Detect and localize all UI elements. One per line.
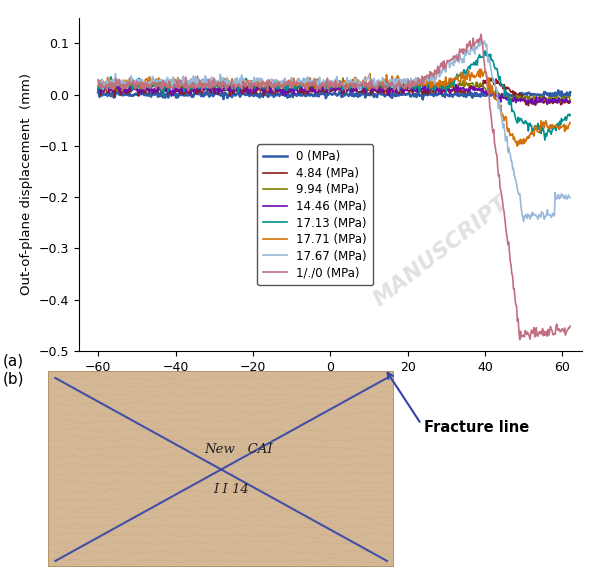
1/./0 (MPa)	[308, 81, 315, 88]
17.67 (MPa)	[216, 78, 223, 85]
17.71 (MPa)	[216, 81, 223, 88]
17.71 (MPa)	[450, 76, 457, 83]
9.94 (MPa)	[410, 83, 418, 90]
9.94 (MPa)	[178, 83, 185, 90]
14.46 (MPa)	[197, 79, 204, 86]
17.13 (MPa)	[567, 112, 574, 119]
1/./0 (MPa)	[567, 323, 574, 330]
4.84 (MPa)	[488, 74, 496, 81]
Text: (a): (a)	[3, 354, 24, 369]
Line: 1/./0 (MPa): 1/./0 (MPa)	[98, 35, 570, 340]
Line: 17.71 (MPa): 17.71 (MPa)	[98, 69, 570, 146]
1/./0 (MPa)	[450, 53, 457, 60]
1/./0 (MPa)	[216, 80, 223, 87]
9.94 (MPa)	[567, 98, 574, 105]
Line: 17.67 (MPa): 17.67 (MPa)	[98, 41, 570, 221]
1/./0 (MPa)	[178, 81, 185, 88]
0 (MPa)	[451, 90, 459, 97]
X-axis label: X (mm): X (mm)	[304, 379, 356, 393]
0 (MPa)	[308, 91, 315, 98]
9.94 (MPa)	[373, 83, 381, 90]
1/./0 (MPa)	[478, 31, 485, 38]
17.71 (MPa)	[478, 66, 485, 73]
14.46 (MPa)	[309, 85, 316, 92]
17.71 (MPa)	[95, 82, 102, 89]
14.46 (MPa)	[373, 85, 381, 92]
Text: (b): (b)	[3, 371, 24, 387]
14.46 (MPa)	[530, 101, 538, 108]
Line: 0 (MPa): 0 (MPa)	[98, 90, 570, 99]
1/./0 (MPa)	[410, 83, 417, 90]
0 (MPa)	[216, 91, 223, 98]
0 (MPa)	[95, 89, 102, 96]
0 (MPa)	[178, 91, 185, 98]
17.67 (MPa)	[481, 37, 488, 44]
Text: MANUSCRIPT: MANUSCRIPT	[370, 192, 512, 309]
1/./0 (MPa)	[95, 77, 102, 84]
17.13 (MPa)	[178, 82, 185, 90]
9.94 (MPa)	[95, 84, 102, 91]
Line: 4.84 (MPa): 4.84 (MPa)	[98, 78, 570, 106]
17.13 (MPa)	[541, 136, 548, 143]
9.94 (MPa)	[451, 83, 458, 90]
14.46 (MPa)	[178, 84, 185, 91]
4.84 (MPa)	[373, 86, 380, 93]
0 (MPa)	[419, 96, 427, 103]
Line: 17.13 (MPa): 17.13 (MPa)	[98, 51, 570, 140]
0 (MPa)	[410, 93, 418, 100]
17.71 (MPa)	[308, 81, 315, 88]
14.46 (MPa)	[410, 85, 418, 92]
14.46 (MPa)	[567, 99, 574, 106]
17.13 (MPa)	[95, 86, 102, 93]
17.71 (MPa)	[178, 77, 185, 84]
17.67 (MPa)	[567, 194, 574, 201]
17.67 (MPa)	[95, 76, 102, 83]
Line: 14.46 (MPa): 14.46 (MPa)	[98, 82, 570, 104]
Text: Fracture line: Fracture line	[424, 419, 530, 435]
4.84 (MPa)	[216, 83, 223, 90]
17.71 (MPa)	[567, 119, 574, 126]
Line: 9.94 (MPa): 9.94 (MPa)	[98, 78, 570, 102]
17.13 (MPa)	[308, 80, 315, 87]
4.84 (MPa)	[450, 83, 457, 90]
17.67 (MPa)	[373, 80, 380, 87]
17.67 (MPa)	[410, 77, 417, 84]
Y-axis label: Out-of-plane displacement  (mm): Out-of-plane displacement (mm)	[20, 73, 33, 295]
Text: New   CAI: New CAI	[204, 443, 273, 456]
17.67 (MPa)	[450, 63, 457, 70]
17.13 (MPa)	[410, 82, 417, 90]
0 (MPa)	[567, 89, 574, 96]
4.84 (MPa)	[525, 102, 532, 109]
17.67 (MPa)	[520, 218, 527, 225]
14.46 (MPa)	[95, 87, 102, 94]
9.94 (MPa)	[308, 81, 315, 88]
0 (MPa)	[339, 87, 346, 94]
1/./0 (MPa)	[516, 336, 524, 343]
17.71 (MPa)	[514, 143, 521, 150]
1/./0 (MPa)	[373, 85, 380, 92]
9.94 (MPa)	[216, 84, 223, 91]
Legend: 0 (MPa), 4.84 (MPa), 9.94 (MPa), 14.46 (MPa), 17.13 (MPa), 17.71 (MPa), 17.67 (M: 0 (MPa), 4.84 (MPa), 9.94 (MPa), 14.46 (…	[258, 144, 373, 285]
9.94 (MPa)	[339, 74, 347, 81]
17.13 (MPa)	[216, 84, 223, 91]
4.84 (MPa)	[308, 82, 315, 90]
Text: I I 14: I I 14	[214, 483, 250, 495]
0 (MPa)	[373, 94, 381, 101]
17.67 (MPa)	[178, 81, 185, 88]
17.13 (MPa)	[481, 47, 488, 54]
4.84 (MPa)	[410, 87, 417, 94]
14.46 (MPa)	[216, 85, 224, 92]
4.84 (MPa)	[178, 87, 185, 94]
17.13 (MPa)	[450, 82, 457, 89]
4.84 (MPa)	[95, 85, 102, 92]
17.67 (MPa)	[308, 77, 315, 84]
4.84 (MPa)	[567, 98, 574, 105]
17.71 (MPa)	[410, 79, 417, 86]
9.94 (MPa)	[557, 98, 564, 105]
14.46 (MPa)	[451, 86, 458, 93]
17.71 (MPa)	[373, 84, 380, 91]
17.13 (MPa)	[373, 84, 380, 91]
